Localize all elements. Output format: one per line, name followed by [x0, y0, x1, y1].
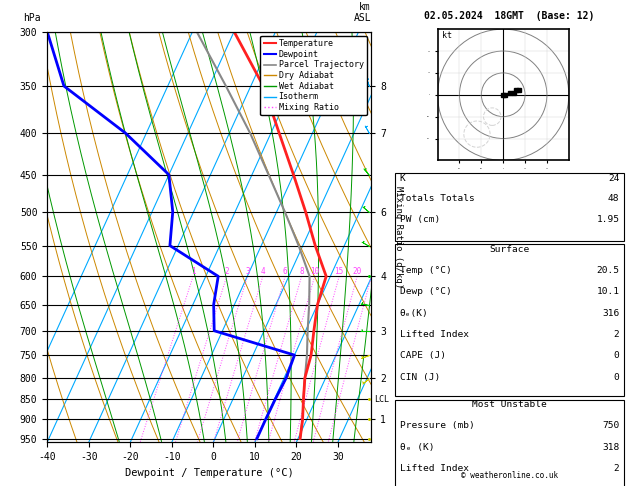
Text: Pressure (mb): Pressure (mb) — [399, 421, 474, 431]
Text: Most Unstable: Most Unstable — [472, 400, 547, 410]
Text: 2: 2 — [614, 464, 620, 473]
Bar — [395, 400, 624, 486]
Text: CIN (J): CIN (J) — [399, 373, 440, 382]
Text: © weatheronline.co.uk: © weatheronline.co.uk — [461, 471, 558, 480]
Text: 15: 15 — [335, 267, 344, 277]
Text: 02.05.2024  18GMT  (Base: 12): 02.05.2024 18GMT (Base: 12) — [425, 11, 594, 21]
Text: kt: kt — [442, 31, 452, 40]
X-axis label: Dewpoint / Temperature (°C): Dewpoint / Temperature (°C) — [125, 468, 294, 478]
Text: 8: 8 — [299, 267, 304, 277]
Legend: Temperature, Dewpoint, Parcel Trajectory, Dry Adiabat, Wet Adiabat, Isotherm, Mi: Temperature, Dewpoint, Parcel Trajectory… — [260, 36, 367, 115]
Bar — [395, 173, 624, 241]
Text: PW (cm): PW (cm) — [399, 215, 440, 225]
Text: Lifted Index: Lifted Index — [399, 464, 469, 473]
Text: Surface: Surface — [489, 245, 530, 254]
Text: LCL: LCL — [374, 395, 389, 404]
Text: 24: 24 — [608, 174, 620, 183]
Text: θₑ(K): θₑ(K) — [399, 309, 428, 318]
Text: 6: 6 — [283, 267, 287, 277]
Text: 20: 20 — [352, 267, 362, 277]
Text: CAPE (J): CAPE (J) — [399, 351, 445, 361]
Text: 3: 3 — [245, 267, 250, 277]
Bar — [395, 244, 624, 396]
Text: 318: 318 — [602, 443, 620, 452]
Text: 750: 750 — [602, 421, 620, 431]
Text: θₑ (K): θₑ (K) — [399, 443, 434, 452]
Text: hPa: hPa — [23, 14, 40, 23]
Text: 48: 48 — [608, 194, 620, 203]
Text: 20.5: 20.5 — [596, 266, 620, 275]
Y-axis label: Mixing Ratio (g/kg): Mixing Ratio (g/kg) — [394, 186, 403, 288]
Text: K: K — [399, 174, 405, 183]
Text: Dewp (°C): Dewp (°C) — [399, 287, 451, 296]
Text: 0: 0 — [614, 373, 620, 382]
Text: Totals Totals: Totals Totals — [399, 194, 474, 203]
Text: 316: 316 — [602, 309, 620, 318]
Text: 10: 10 — [310, 267, 320, 277]
Text: Temp (°C): Temp (°C) — [399, 266, 451, 275]
Text: km
ASL: km ASL — [353, 2, 371, 23]
Text: 1.95: 1.95 — [596, 215, 620, 225]
Text: 1: 1 — [191, 267, 196, 277]
Text: 2: 2 — [225, 267, 229, 277]
Text: Lifted Index: Lifted Index — [399, 330, 469, 339]
Text: 4: 4 — [260, 267, 265, 277]
Text: 2: 2 — [614, 330, 620, 339]
Text: 0: 0 — [614, 351, 620, 361]
Text: 10.1: 10.1 — [596, 287, 620, 296]
